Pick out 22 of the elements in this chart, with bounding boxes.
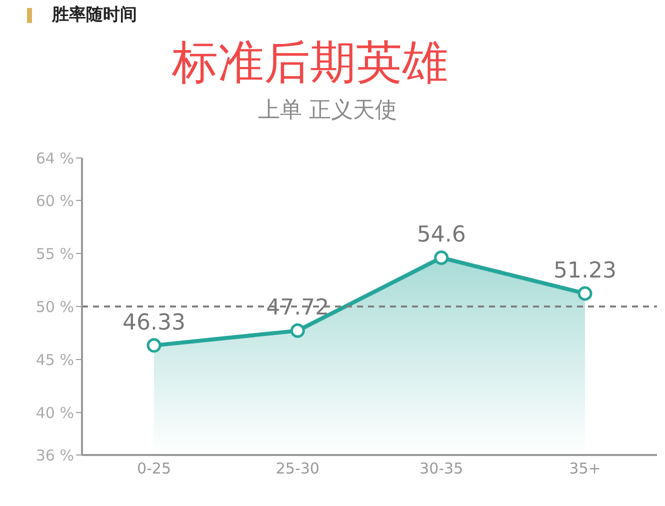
y-tick-label: 45 % [36,350,74,369]
y-tick-label: 36 % [36,446,74,464]
text: 上单 正义天使 [257,97,398,125]
y-tick-label: 64 % [36,149,74,168]
data-label: 54.6 [416,222,466,248]
data-label: 47.72 [266,296,330,321]
point [434,250,449,265]
chart-subtitle: 标准后期英雄 [171,36,449,90]
x-tick-label: 25-30 [276,460,320,478]
y-tick-label: 60 % [36,192,74,210]
point [578,286,592,301]
x-tick-label: 0-25 [136,460,172,478]
x-tick-label: 35+ [569,460,601,478]
y-tick-label: 40 % [36,404,74,422]
y-tick-label: 55 % [36,244,74,263]
data-label: 51.23 [554,258,616,284]
y-tick-label: 50 % [36,298,74,316]
x-tick-label: 30-35 [420,460,464,478]
data-label: 46.33 [122,310,186,336]
point [290,323,305,338]
chart-title: 胜率随时间 [52,4,137,26]
point [146,338,162,353]
